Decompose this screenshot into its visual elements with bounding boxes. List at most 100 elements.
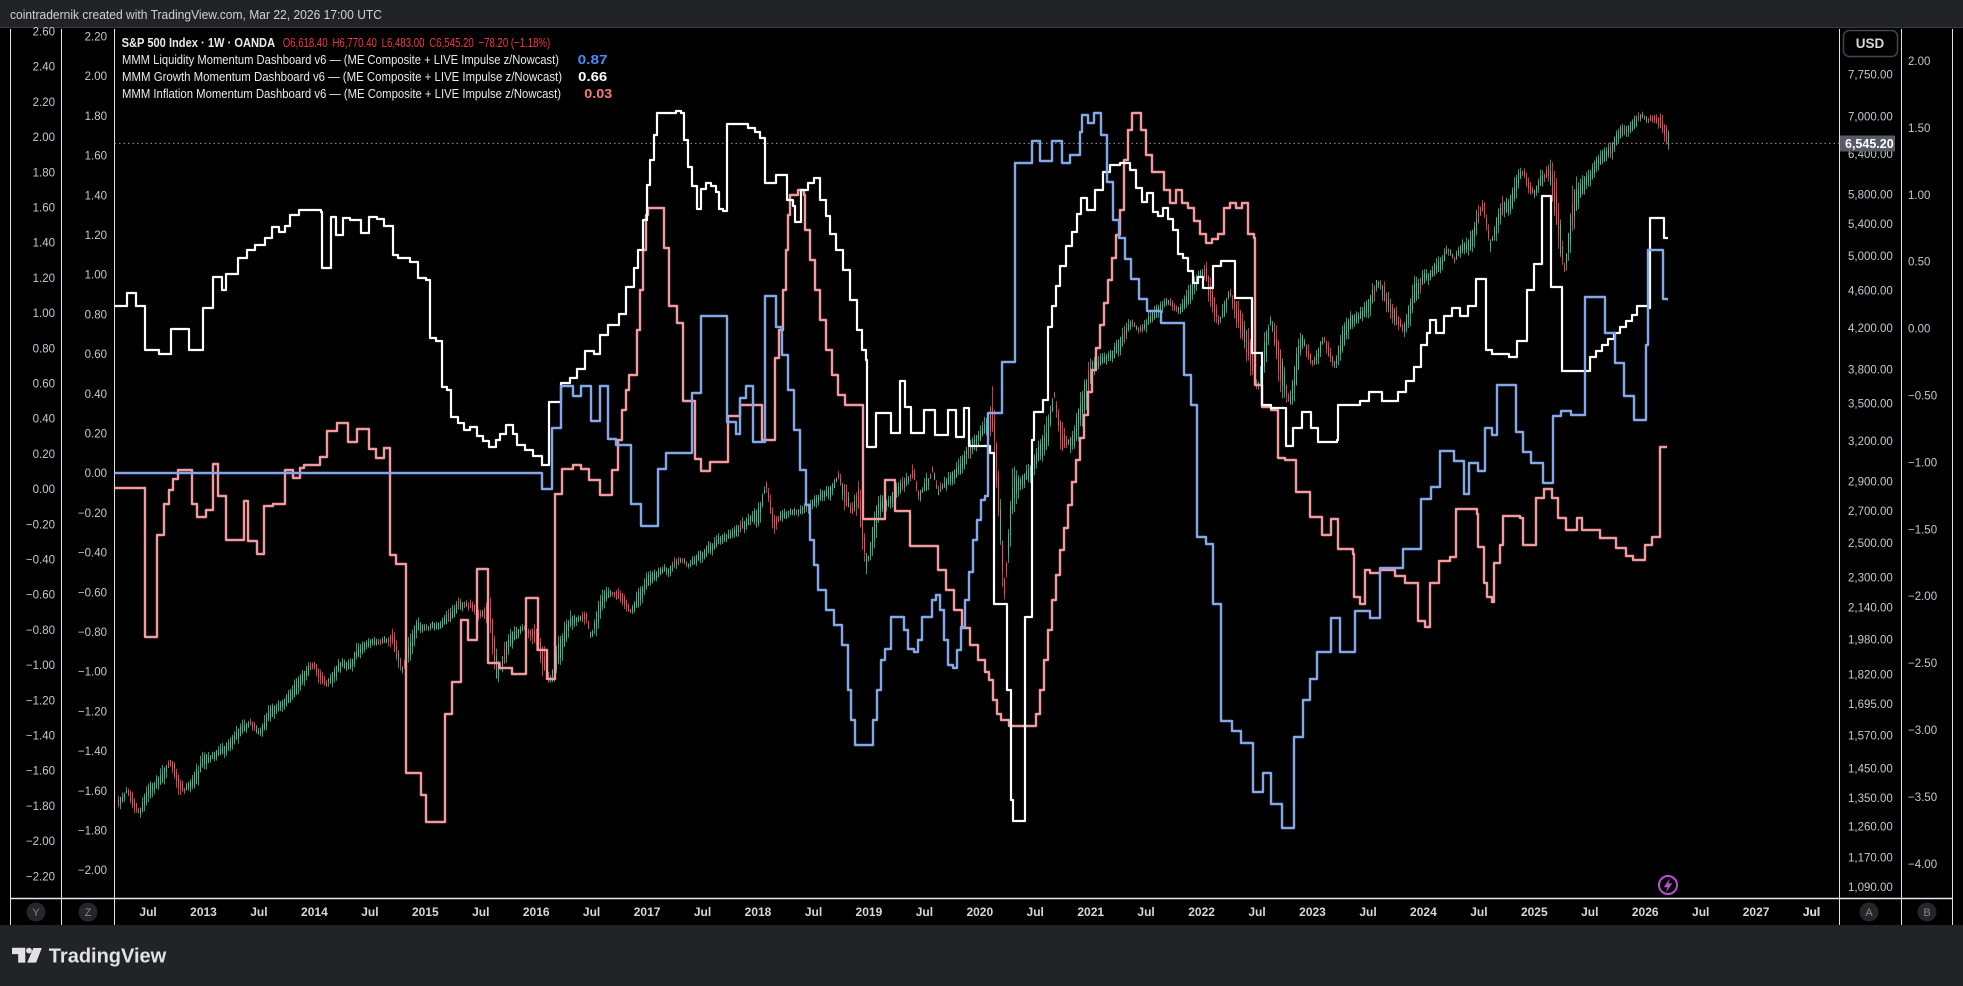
svg-text:−1.80: −1.80 bbox=[78, 826, 107, 838]
svg-text:2.00: 2.00 bbox=[33, 132, 55, 144]
svg-text:0.40: 0.40 bbox=[33, 414, 55, 426]
svg-text:1.00: 1.00 bbox=[33, 308, 55, 320]
svg-text:2.20: 2.20 bbox=[33, 97, 55, 109]
svg-text:7,750.00: 7,750.00 bbox=[1848, 70, 1893, 82]
svg-text:1.40: 1.40 bbox=[85, 190, 107, 202]
svg-text:0.00: 0.00 bbox=[1908, 324, 1930, 336]
svg-text:TradingView: TradingView bbox=[49, 946, 167, 968]
svg-text:5,000.00: 5,000.00 bbox=[1848, 251, 1893, 263]
svg-text:2025: 2025 bbox=[1521, 905, 1548, 919]
svg-text:−1.20: −1.20 bbox=[26, 695, 55, 707]
svg-text:−1.80: −1.80 bbox=[26, 801, 55, 813]
svg-text:1,695.00: 1,695.00 bbox=[1848, 699, 1893, 711]
svg-text:4,600.00: 4,600.00 bbox=[1848, 286, 1893, 298]
svg-text:2,700.00: 2,700.00 bbox=[1848, 506, 1893, 518]
svg-text:2,140.00: 2,140.00 bbox=[1848, 602, 1893, 614]
svg-text:A: A bbox=[1865, 907, 1873, 919]
svg-text:−1.50: −1.50 bbox=[1908, 524, 1937, 536]
svg-text:1.80: 1.80 bbox=[85, 111, 107, 123]
svg-text:0.40: 0.40 bbox=[85, 389, 107, 401]
svg-text:5,400.00: 5,400.00 bbox=[1848, 219, 1893, 231]
svg-text:0.00: 0.00 bbox=[33, 484, 55, 496]
svg-text:USD: USD bbox=[1856, 36, 1885, 51]
svg-text:Jul: Jul bbox=[805, 905, 822, 919]
svg-text:1,350.00: 1,350.00 bbox=[1848, 793, 1893, 805]
svg-text:Jul: Jul bbox=[1803, 905, 1820, 919]
svg-text:−0.20: −0.20 bbox=[78, 508, 107, 520]
svg-text:1,260.00: 1,260.00 bbox=[1848, 822, 1893, 834]
svg-text:2017: 2017 bbox=[634, 905, 661, 919]
svg-text:1,090.00: 1,090.00 bbox=[1848, 882, 1893, 894]
svg-text:2.40: 2.40 bbox=[33, 62, 55, 74]
svg-text:−0.60: −0.60 bbox=[78, 587, 107, 599]
svg-text:0.20: 0.20 bbox=[33, 449, 55, 461]
svg-text:1,820.00: 1,820.00 bbox=[1848, 669, 1893, 681]
svg-text:3,200.00: 3,200.00 bbox=[1848, 436, 1893, 448]
svg-text:0.66: 0.66 bbox=[578, 69, 607, 84]
svg-text:2.00: 2.00 bbox=[1908, 56, 1930, 68]
svg-text:1,570.00: 1,570.00 bbox=[1848, 731, 1893, 743]
svg-text:1.20: 1.20 bbox=[33, 273, 55, 285]
svg-text:−1.00: −1.00 bbox=[78, 667, 107, 679]
svg-text:3,500.00: 3,500.00 bbox=[1848, 399, 1893, 411]
svg-text:−0.50: −0.50 bbox=[1908, 391, 1937, 403]
svg-text:2,900.00: 2,900.00 bbox=[1848, 477, 1893, 489]
svg-text:−2.50: −2.50 bbox=[1908, 658, 1937, 670]
svg-text:2022: 2022 bbox=[1188, 905, 1215, 919]
svg-text:2014: 2014 bbox=[301, 905, 328, 919]
svg-text:Jul: Jul bbox=[1803, 905, 1820, 919]
svg-text:−2.20: −2.20 bbox=[26, 871, 55, 883]
svg-text:−0.80: −0.80 bbox=[26, 625, 55, 637]
svg-text:−4.00: −4.00 bbox=[1908, 859, 1937, 871]
svg-text:MMM Liquidity Momentum Dashboa: MMM Liquidity Momentum Dashboard v6 — (M… bbox=[122, 52, 559, 67]
svg-text:−0.80: −0.80 bbox=[78, 627, 107, 639]
svg-text:−1.40: −1.40 bbox=[78, 746, 107, 758]
svg-text:2024: 2024 bbox=[1410, 905, 1437, 919]
svg-text:1.00: 1.00 bbox=[85, 270, 107, 282]
svg-text:6,400.00: 6,400.00 bbox=[1848, 149, 1893, 161]
svg-text:1.00: 1.00 bbox=[1908, 190, 1930, 202]
svg-text:0.80: 0.80 bbox=[85, 309, 107, 321]
svg-text:2.00: 2.00 bbox=[85, 71, 107, 83]
svg-text:B: B bbox=[1923, 907, 1930, 919]
svg-text:−1.20: −1.20 bbox=[78, 706, 107, 718]
svg-text:−0.40: −0.40 bbox=[26, 555, 55, 567]
svg-text:−2.00: −2.00 bbox=[26, 836, 55, 848]
svg-text:0.80: 0.80 bbox=[33, 343, 55, 355]
svg-text:Jul: Jul bbox=[694, 905, 711, 919]
svg-text:−0.40: −0.40 bbox=[78, 548, 107, 560]
svg-text:7,000.00: 7,000.00 bbox=[1848, 112, 1893, 124]
svg-text:1,170.00: 1,170.00 bbox=[1848, 852, 1893, 864]
svg-text:2.20: 2.20 bbox=[85, 32, 107, 44]
svg-text:−0.60: −0.60 bbox=[26, 590, 55, 602]
svg-text:0.60: 0.60 bbox=[33, 379, 55, 391]
svg-text:−1.00: −1.00 bbox=[1908, 457, 1937, 469]
svg-text:−1.40: −1.40 bbox=[26, 731, 55, 743]
svg-text:2021: 2021 bbox=[1077, 905, 1104, 919]
svg-text:−3.50: −3.50 bbox=[1908, 792, 1937, 804]
svg-text:2027: 2027 bbox=[1743, 905, 1770, 919]
svg-text:6,545.20: 6,545.20 bbox=[1845, 137, 1894, 151]
svg-text:1.20: 1.20 bbox=[85, 230, 107, 242]
svg-text:2026: 2026 bbox=[1632, 905, 1659, 919]
svg-text:O6,618.40 H6,770.40 L6,483.00: O6,618.40 H6,770.40 L6,483.00 C6,545.20 … bbox=[283, 35, 551, 50]
svg-text:4,200.00: 4,200.00 bbox=[1848, 323, 1893, 335]
svg-text:−3.00: −3.00 bbox=[1908, 725, 1937, 737]
svg-text:1.60: 1.60 bbox=[33, 203, 55, 215]
svg-text:MMM Inflation Momentum Dashboa: MMM Inflation Momentum Dashboard v6 — (M… bbox=[122, 86, 561, 101]
svg-text:0.87: 0.87 bbox=[578, 52, 608, 67]
svg-text:Jul: Jul bbox=[250, 905, 267, 919]
svg-text:2015: 2015 bbox=[412, 905, 439, 919]
svg-text:Jul: Jul bbox=[1137, 905, 1154, 919]
svg-text:−1.00: −1.00 bbox=[26, 660, 55, 672]
svg-text:2016: 2016 bbox=[523, 905, 550, 919]
svg-text:1.80: 1.80 bbox=[33, 167, 55, 179]
svg-text:−2.00: −2.00 bbox=[1908, 591, 1937, 603]
svg-text:Jul: Jul bbox=[916, 905, 933, 919]
svg-text:Jul: Jul bbox=[1027, 905, 1044, 919]
svg-text:−1.60: −1.60 bbox=[26, 766, 55, 778]
svg-text:0.60: 0.60 bbox=[85, 349, 107, 361]
svg-text:0.03: 0.03 bbox=[584, 86, 612, 101]
svg-text:1.50: 1.50 bbox=[1908, 123, 1930, 135]
svg-text:3,800.00: 3,800.00 bbox=[1848, 365, 1893, 377]
